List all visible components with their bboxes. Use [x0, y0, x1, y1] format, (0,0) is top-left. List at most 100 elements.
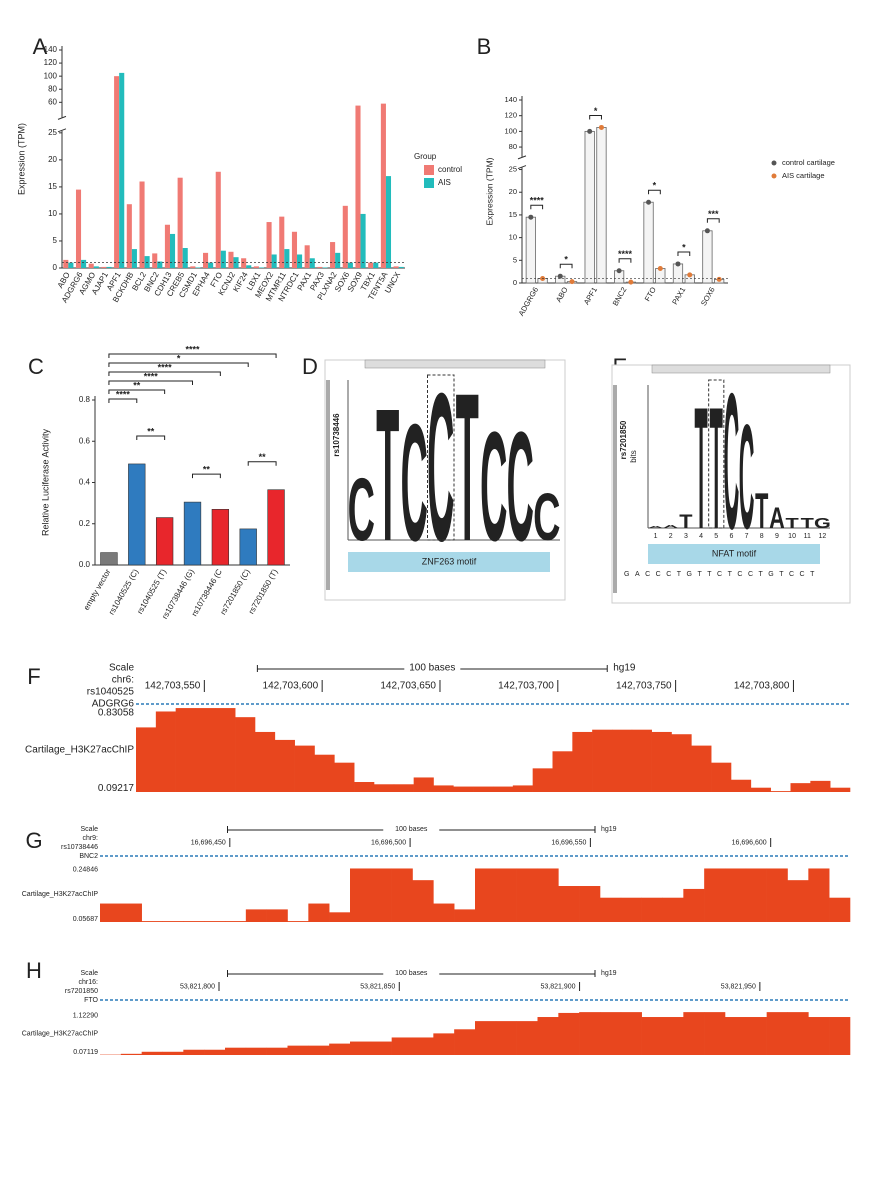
logo-letter: T [801, 514, 815, 531]
legend-swatch [424, 178, 434, 188]
signal-bar [495, 868, 517, 922]
bar [291, 231, 298, 268]
signal-bar [413, 777, 434, 792]
signal-bar [493, 786, 514, 792]
logo-letter: C [427, 351, 454, 586]
y-tick-label: 10 [509, 233, 517, 242]
significance-label: **** [530, 196, 545, 206]
y-tick-label: 0 [513, 278, 517, 287]
axis-break [57, 115, 67, 120]
y-tick-label: 0 [53, 263, 58, 272]
bar [373, 262, 379, 268]
bar [128, 463, 146, 566]
bar [119, 72, 125, 268]
track-header: Scale [80, 970, 98, 977]
signal-bar [162, 921, 184, 922]
significance-label: * [682, 242, 686, 252]
significance-bracket [108, 371, 221, 376]
bar [114, 76, 120, 268]
bar [157, 261, 163, 268]
bar [335, 252, 341, 268]
bar [322, 267, 328, 268]
motif-label: ZNF263 motif [422, 556, 477, 566]
logo-axis-bar [613, 385, 617, 593]
assembly: hg19 [601, 970, 617, 977]
bar [672, 263, 684, 284]
bar [233, 257, 239, 268]
signal-bar [370, 1041, 392, 1055]
y-tick-label: 0.0 [79, 560, 91, 569]
panel-letter: G [25, 828, 42, 853]
signal-bar [274, 739, 295, 792]
y-tick-label: 120 [44, 58, 58, 67]
signal-bar [572, 731, 593, 792]
bar-point [704, 228, 710, 234]
signal-bar [711, 762, 732, 792]
motif-box [648, 544, 820, 564]
ideogram [651, 364, 831, 374]
signal-bar [579, 886, 601, 922]
bar [309, 258, 315, 268]
bar [93, 266, 99, 268]
logo-letter: T [710, 372, 723, 566]
bar-point [657, 265, 663, 271]
signal-bar [454, 1029, 476, 1055]
track-header: chr16: [79, 979, 99, 986]
signal-bar [162, 1051, 184, 1055]
scale-bar-label: 100 bases [395, 970, 428, 977]
signal-bar [354, 782, 375, 792]
bar [702, 230, 713, 284]
significance-label: * [653, 181, 657, 191]
signal-bar [350, 868, 372, 922]
bar [177, 177, 183, 268]
x-tick-label: 8 [760, 533, 764, 540]
bar [330, 242, 336, 268]
bar [596, 127, 607, 284]
x-tick-label: 16,696,600 [732, 839, 767, 846]
signal-bar [766, 1012, 788, 1055]
signal-bar [651, 731, 672, 792]
signal-bar [808, 1017, 830, 1055]
signal-bar [255, 731, 276, 792]
significance-label: **** [116, 389, 131, 399]
bar [393, 266, 399, 268]
logo-letter: T [376, 369, 399, 580]
significance-bracket [559, 263, 573, 269]
y-tick-label: 0.8 [79, 395, 91, 404]
bar-point [646, 199, 652, 205]
bar [169, 233, 176, 268]
significance-bracket [108, 389, 166, 394]
significance-label: * [177, 353, 181, 363]
x-tick-label: 142,703,550 [145, 681, 201, 692]
x-tick-label: 53,821,850 [360, 983, 395, 990]
signal-bar [370, 868, 392, 922]
significance-bracket [530, 204, 544, 210]
signal-bar [266, 1047, 288, 1055]
significance-label: *** [708, 209, 719, 219]
signal-bar [600, 1012, 622, 1055]
signal-bar [787, 1012, 809, 1055]
x-tick-label: 1 [654, 533, 658, 540]
signal-bar [691, 745, 712, 792]
x-tick-label: 16,696,450 [191, 839, 226, 846]
bar-point [557, 273, 563, 279]
signal-bar [830, 787, 851, 792]
track-header: rs1040525 [87, 687, 135, 698]
y-tick-label: 100 [44, 71, 58, 80]
signal-bar [537, 868, 559, 922]
signal-bar [558, 1012, 580, 1055]
y-tick-label: 60 [48, 97, 57, 106]
significance-bracket [618, 258, 632, 263]
scale-bar-label: 100 bases [409, 663, 455, 674]
bar [63, 259, 69, 268]
scale-bar-label: 100 bases [395, 826, 428, 833]
signal-bar [612, 729, 633, 792]
y-tick-label: 5 [513, 255, 517, 264]
bar-point [587, 128, 593, 134]
bar [155, 517, 174, 566]
legend-swatch [424, 165, 434, 175]
bar [239, 528, 257, 566]
bar [368, 262, 374, 268]
signal-bar [225, 1047, 247, 1055]
signal-bar [294, 745, 315, 792]
